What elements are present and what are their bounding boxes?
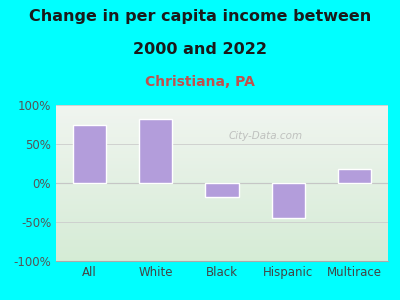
Text: City-Data.com: City-Data.com bbox=[228, 131, 302, 141]
Bar bbox=[338, 169, 372, 183]
Bar bbox=[139, 119, 172, 183]
Text: Change in per capita income between: Change in per capita income between bbox=[29, 9, 371, 24]
Bar bbox=[73, 124, 106, 183]
Text: Christiana, PA: Christiana, PA bbox=[145, 75, 255, 89]
Text: 2000 and 2022: 2000 and 2022 bbox=[133, 42, 267, 57]
Bar bbox=[272, 183, 305, 218]
Bar bbox=[206, 183, 238, 197]
